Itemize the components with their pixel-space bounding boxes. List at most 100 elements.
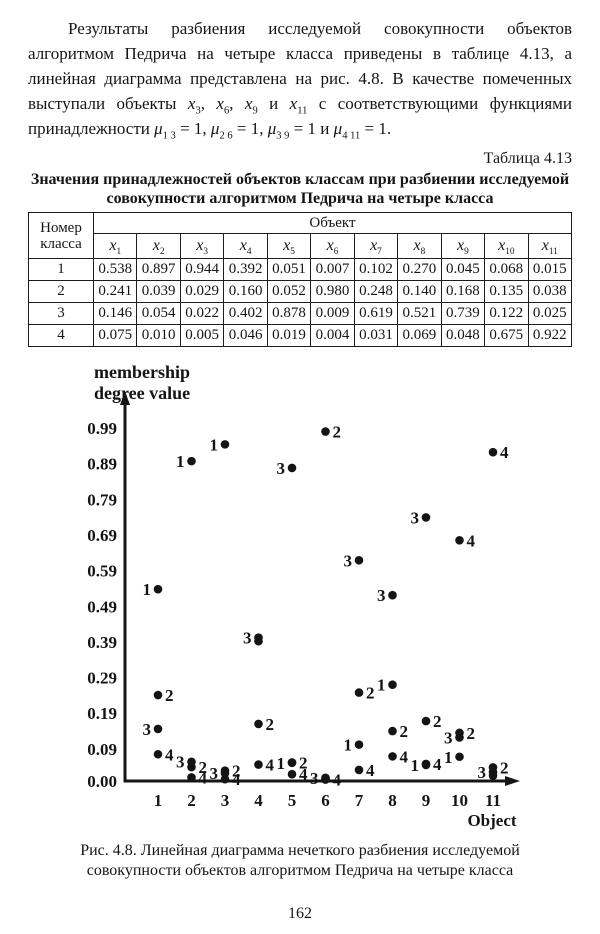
- data-point: [354, 555, 364, 565]
- column-header-cell: x4: [223, 233, 268, 259]
- value-cell: 0.038: [527, 280, 573, 303]
- data-point: [421, 513, 431, 522]
- value-cell: 0.739: [440, 302, 486, 325]
- column-header-cell: x6: [310, 233, 355, 259]
- membership-table-body: 1 0.538 0.897 0.944 0.392 0.051 0.007 0.102 0.27…: [28, 258, 573, 347]
- object-symbol: x1: [109, 237, 122, 257]
- figure-caption: Рис. 4.8. Линейная диаграмма нечеткого р…: [80, 842, 520, 879]
- math-term: μ4 11: [333, 119, 361, 142]
- text-run: = 1,: [232, 119, 268, 138]
- data-point: [287, 463, 297, 473]
- y-tick-label: 0.09: [87, 740, 117, 759]
- text-run: = 1,: [175, 119, 211, 138]
- data-point: [388, 752, 397, 761]
- data-point: [187, 456, 196, 466]
- y-axis-title: membership: [94, 362, 190, 382]
- value-cell: 0.069: [397, 324, 442, 347]
- data-point: [388, 726, 397, 736]
- y-tick-label: 0.29: [87, 669, 117, 688]
- object-symbol: x2: [152, 237, 165, 257]
- point-label: 3: [310, 769, 319, 788]
- table-row: 3 0.146 0.054 0.022 0.402 0.878 0.009 0.619 0.52…: [28, 302, 573, 325]
- point-label: 2: [299, 753, 308, 772]
- corner-header-cell: Номер класса: [28, 212, 94, 259]
- math-term: μ3 9: [267, 119, 290, 142]
- value-cell: 0.270: [397, 258, 442, 281]
- data-point: [220, 440, 230, 449]
- value-cell: 0.022: [179, 302, 225, 325]
- membership-table-head: Номер класса Объект x1 x2 x3 x4 x5 x6 x7 x8 x9 x10 x…: [28, 212, 573, 259]
- y-tick-label: 0.39: [87, 633, 117, 652]
- data-point: [254, 719, 263, 729]
- data-point: [455, 535, 464, 545]
- point-label: 1: [444, 748, 453, 767]
- value-cell: 0.248: [353, 280, 399, 303]
- data-point: [220, 768, 230, 778]
- value-cell: 0.004: [310, 324, 355, 347]
- point-label: 4: [433, 755, 442, 774]
- point-label: 3: [277, 459, 286, 478]
- text-run: с соответствующими функциями принадлежно…: [28, 94, 573, 138]
- y-axis-arrow-icon: [120, 391, 130, 405]
- point-label: 4: [333, 771, 342, 790]
- point-label: 2: [366, 684, 375, 703]
- data-point: [153, 690, 163, 700]
- y-axis-title: degree value: [94, 383, 190, 403]
- point-label: 1: [277, 754, 286, 773]
- column-header-cell: x2: [136, 233, 181, 259]
- data-point: [488, 767, 498, 777]
- x-tick-label: 4: [254, 791, 263, 810]
- value-cell: 0.922: [527, 324, 573, 347]
- point-label: 4: [299, 765, 308, 784]
- value-cell: 0.019: [266, 324, 312, 347]
- object-symbol: x9: [456, 237, 469, 257]
- point-label: 2: [467, 724, 476, 743]
- value-cell: 0.675: [484, 324, 529, 347]
- point-label: 2: [433, 712, 442, 731]
- point-label: 2: [400, 722, 409, 741]
- point-label: 1: [411, 756, 420, 775]
- value-cell: 0.052: [266, 280, 312, 303]
- data-point: [388, 680, 397, 690]
- y-tick-label: 0.49: [87, 597, 117, 616]
- data-point: [455, 733, 464, 742]
- table-label: Таблица 4.13: [483, 150, 572, 167]
- point-label: 3: [344, 551, 353, 570]
- point-label: 2: [500, 758, 509, 777]
- page-number: 162: [288, 905, 312, 922]
- value-cell: 0.168: [440, 280, 486, 303]
- point-label: 1: [143, 580, 152, 599]
- value-cell: 0.140: [397, 280, 442, 303]
- point-label: 3: [243, 629, 252, 648]
- data-point: [455, 752, 464, 762]
- math-term: μ1 3: [154, 119, 176, 142]
- data-point: [321, 427, 330, 436]
- x-tick-label: 3: [221, 791, 230, 810]
- data-point: [254, 760, 263, 769]
- value-cell: 0.878: [266, 302, 312, 325]
- object-symbol: x8: [413, 237, 426, 257]
- x-tick-label: 1: [154, 791, 163, 810]
- value-cell: 0.538: [92, 258, 138, 281]
- y-tick-label: 0.19: [87, 704, 117, 723]
- object-symbol: x3: [196, 237, 209, 257]
- value-cell: 0.160: [223, 280, 268, 303]
- data-point: [287, 769, 297, 779]
- value-cell: 0.075: [92, 324, 138, 347]
- point-label: 2: [165, 686, 174, 705]
- value-cell: 0.122: [484, 302, 529, 325]
- membership-table: Номер класса Объект x1 x2 x3 x4 x5 x6 x7 x8 x9 x10 x…: [28, 212, 573, 347]
- value-cell: 0.051: [266, 258, 312, 281]
- point-label: 4: [199, 768, 208, 787]
- point-label: 2: [199, 758, 208, 777]
- math-term: x3: [187, 94, 201, 117]
- value-cell: 0.944: [179, 258, 225, 281]
- value-cell: 0.046: [223, 324, 268, 347]
- y-tick-label: 0.89: [87, 455, 117, 474]
- data-point: [354, 688, 364, 697]
- value-cell: 0.619: [353, 302, 399, 325]
- data-point: [287, 758, 297, 767]
- text-run: и: [257, 94, 290, 113]
- value-cell: 0.005: [179, 324, 225, 347]
